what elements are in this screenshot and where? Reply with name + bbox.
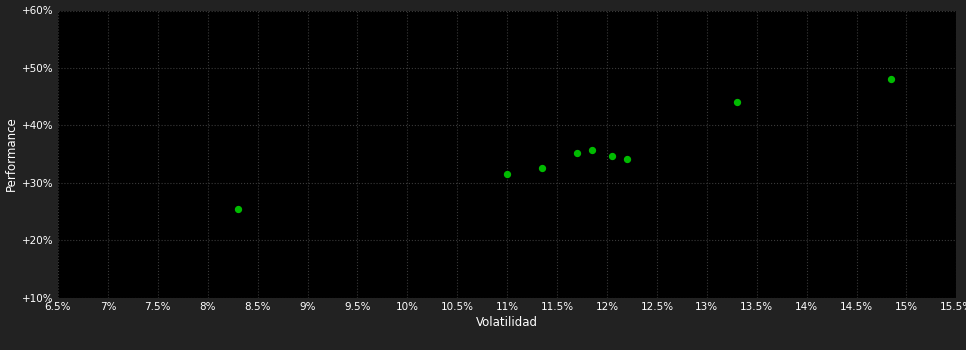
Point [569, 150, 584, 156]
Point [584, 147, 600, 153]
Point [499, 171, 515, 177]
X-axis label: Volatilidad: Volatilidad [476, 316, 538, 329]
Y-axis label: Performance: Performance [5, 117, 18, 191]
Point [619, 156, 635, 161]
Point [230, 206, 245, 211]
Point [605, 154, 620, 159]
Point [729, 99, 745, 105]
Point [884, 77, 899, 82]
Point [534, 166, 550, 171]
